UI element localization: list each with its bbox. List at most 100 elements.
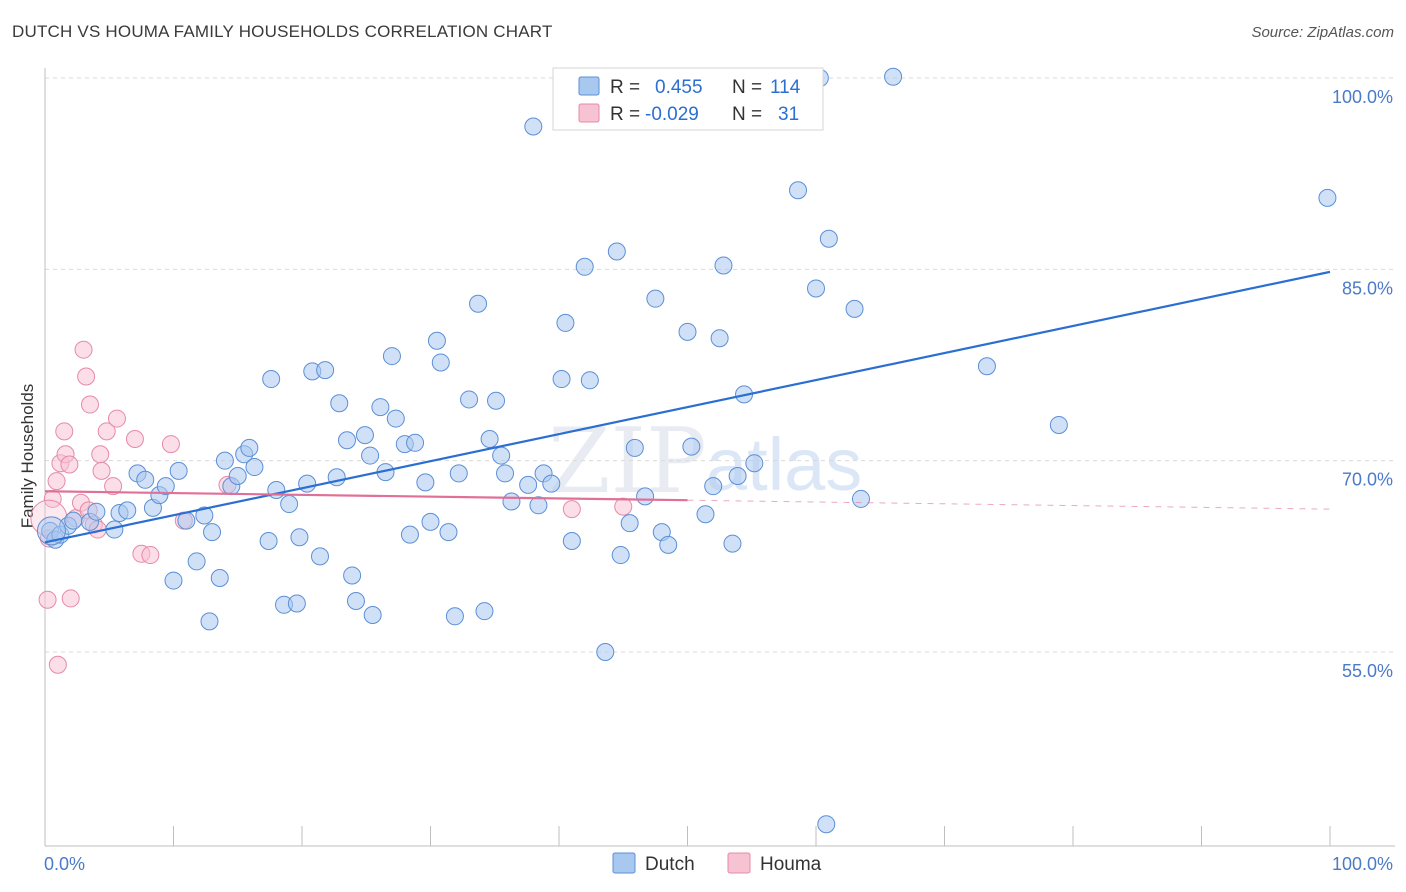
dutch-series [36,67,1337,834]
dutch-point [118,501,137,520]
dutch-point [620,514,639,533]
dutch-trendline [44,270,1331,544]
x-tick-label: 0.0% [44,854,85,874]
dutch-point [290,528,309,547]
dutch-point [87,502,106,521]
legend-swatch-dutch [578,76,600,96]
dutch-point [1049,415,1068,434]
legend-r-value-dutch: 0.455 [655,77,703,98]
dutch-point [386,409,405,428]
dutch-point [469,294,488,313]
chart-title: DUTCH VS HOUMA FAMILY HOUSEHOLDS CORRELA… [12,22,553,41]
dutch-point [240,438,259,457]
dutch-point [646,289,665,308]
y-tick-label: 100.0% [1332,87,1393,107]
legend-swatch-houma [578,103,600,123]
dutch-point [136,470,155,489]
dutch-point [310,547,329,566]
dutch-point [164,571,183,590]
dutch-point [371,398,390,417]
gridlines [45,77,1395,653]
dutch-point [502,492,521,511]
dutch-point [200,612,219,631]
dutch-point [439,523,458,542]
dutch-point [625,438,644,457]
dutch-point [421,512,440,531]
bottom-legend-swatch-dutch [612,852,636,874]
dutch-point [169,461,188,480]
houma-point [48,655,67,674]
houma-point [92,461,111,480]
dutch-point [562,532,581,551]
dutch-point [64,511,83,530]
legend-r-label-houma: R = [610,104,640,125]
houma-point [141,546,160,565]
dutch-point [492,446,511,465]
dutch-point [431,353,450,372]
dutch-point [361,446,380,465]
houma-point [60,455,79,474]
houma-point [562,500,581,519]
houma-point [614,497,633,516]
dutch-point [542,474,561,493]
y-tick-label: 55.0% [1342,661,1393,681]
y-tick-labels: 55.0% 70.0% 85.0% 100.0% [1332,87,1393,681]
dutch-point [807,279,825,298]
stats-legend: R = 0.455 N = 114 R = -0.029 N = 31 [552,67,824,131]
dutch-point [552,370,571,389]
dutch-point [156,477,175,496]
x-tick-label: 100.0% [1332,854,1393,874]
bottom-legend-dutch: Dutch [645,854,695,875]
houma-point [125,429,144,448]
dutch-point [475,602,494,621]
dutch-point [355,426,374,445]
houma-point [61,589,80,608]
dutch-point [607,242,626,261]
legend-n-value-houma: 31 [778,104,799,125]
houma-point [77,367,96,386]
dutch-point [298,474,317,493]
dutch-point [575,257,594,276]
dutch-point [851,489,870,508]
houma-point [91,445,110,464]
dutch-point [416,473,435,492]
dutch-point [977,357,996,376]
dutch-point [480,429,499,448]
dutch-point [330,394,349,413]
houma-point [55,422,74,441]
dutch-point [245,458,264,477]
dutch-point [496,464,515,483]
dutch-point [195,506,214,525]
dutch-point [280,495,299,514]
legend-n-label-dutch: N = [732,77,762,98]
houma-point [38,590,57,609]
dutch-point [682,437,701,456]
legend-n-label-houma: N = [732,104,762,125]
dutch-point [611,546,630,565]
dutch-point [203,523,222,542]
dutch-point [337,431,356,450]
x-tick-labels: 0.0% 100.0% [44,854,1393,874]
houma-point [80,395,99,414]
dutch-point [460,390,479,409]
dutch-point [524,117,543,136]
watermark: ZIP atlas [548,409,862,514]
dutch-point [714,256,733,275]
dutch-point [316,361,335,380]
legend-n-value-dutch: 114 [770,77,801,98]
dutch-point [228,466,247,485]
dutch-point [817,815,836,834]
dutch-point [819,229,838,248]
dutch-point [400,525,419,544]
houma-point [47,472,66,491]
dutch-point [259,532,278,551]
dutch-point [884,67,903,86]
dutch-point [346,591,365,610]
dutch-point [215,451,234,470]
houma-point [107,409,126,428]
dutch-point [187,552,206,571]
dutch-point [343,566,362,585]
legend-r-label-dutch: R = [610,77,640,98]
